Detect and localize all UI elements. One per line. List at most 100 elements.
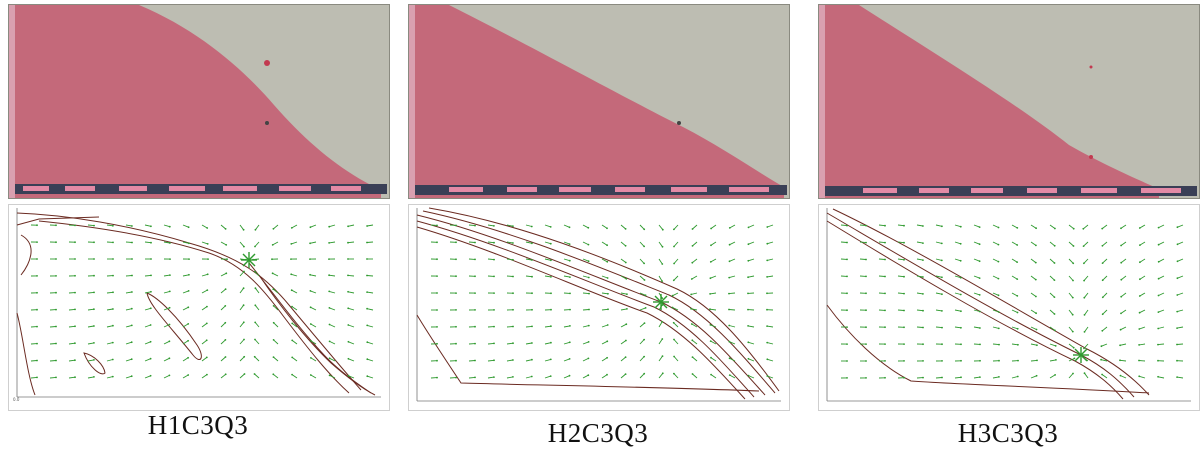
velocity-arrow	[106, 325, 113, 328]
velocity-arrow	[144, 307, 151, 311]
velocity-arrow-head	[224, 356, 227, 358]
velocity-arrow	[144, 358, 151, 362]
velocity-arrow-head	[568, 341, 571, 344]
velocity-arrow	[163, 324, 170, 328]
velocity-arrow	[163, 290, 170, 294]
velocity-arrow-head	[512, 292, 514, 295]
velocity-arrow-head	[691, 228, 694, 230]
velocity-arrow	[201, 323, 208, 328]
velocity-arrow-head	[93, 325, 95, 327]
velocity-arrow-head	[978, 294, 981, 296]
velocity-arrow	[620, 241, 626, 247]
velocity-arrow	[563, 224, 570, 228]
velocity-arrow	[692, 258, 698, 264]
velocity-arrow	[544, 258, 551, 261]
velocity-arrow	[506, 342, 514, 345]
velocity-arrow	[1158, 326, 1165, 329]
velocity-arrow-head	[493, 258, 495, 261]
velocity-arrow	[254, 373, 260, 379]
velocity-arrow-head	[550, 259, 552, 262]
velocity-arrow-head	[36, 308, 38, 311]
velocity-arrow-head	[747, 259, 750, 262]
velocity-arrow	[767, 241, 774, 245]
velocity-arrow	[897, 224, 905, 227]
velocity-arrow	[525, 342, 532, 345]
velocity-arrow-head	[922, 242, 924, 244]
velocity-arrow	[182, 357, 189, 362]
velocity-arrow-head	[569, 308, 571, 311]
velocity-arrow-head	[922, 225, 924, 227]
velocity-arrow	[255, 224, 260, 231]
velocity-arrow	[620, 373, 626, 379]
velocity-arrow	[658, 338, 663, 345]
velocity-arrow	[691, 275, 698, 280]
velocity-arrow-head	[366, 274, 368, 277]
velocity-arrow-head	[224, 321, 227, 324]
velocity-arrow	[563, 358, 570, 362]
velocity-arrow-head	[959, 225, 962, 228]
velocity-arrow-head	[846, 343, 848, 345]
velocity-arrow-head	[587, 341, 590, 343]
velocity-arrow-head	[1176, 327, 1178, 329]
velocity-arrow-head	[960, 310, 962, 313]
panel-h3c3q3: H3C3Q3	[818, 0, 1200, 449]
velocity-arrow-head	[531, 342, 533, 344]
velocity-arrow-head	[941, 310, 943, 312]
velocity-arrow-head	[328, 323, 331, 326]
velocity-arrow	[563, 375, 570, 379]
velocity-arrow-head	[643, 372, 646, 375]
velocity-arrow	[291, 323, 298, 328]
velocity-arrow	[329, 307, 336, 311]
velocity-arrow	[1177, 224, 1184, 228]
velocity-arrow	[487, 224, 494, 227]
velocity-arrow	[506, 224, 513, 227]
velocity-arrow-head	[569, 292, 571, 295]
velocity-arrow-head	[997, 226, 1000, 229]
velocity-arrow-head	[979, 376, 981, 378]
velocity-arrow-head	[112, 274, 114, 277]
velocity-arrow	[639, 356, 645, 362]
velocity-arrow-head	[1082, 227, 1085, 230]
velocity-arrow-head	[644, 307, 647, 309]
velocity-arrow	[582, 309, 590, 311]
velocity-arrow	[125, 224, 132, 227]
velocity-arrow	[935, 377, 943, 379]
velocity-arrow-head	[587, 374, 590, 377]
velocity-arrow	[1139, 224, 1146, 229]
velocity-arrow	[767, 224, 774, 228]
velocity-arrow	[658, 373, 664, 379]
velocity-arrow-head	[474, 309, 476, 311]
velocity-arrow-head	[960, 359, 962, 362]
velocity-arrow-head	[626, 308, 628, 310]
velocity-arrow-head	[643, 279, 646, 281]
velocity-arrow	[935, 275, 942, 278]
velocity-arrow	[1084, 372, 1089, 379]
velocity-arrow-head	[1120, 227, 1122, 230]
velocity-arrow-head	[884, 360, 886, 362]
velocity-arrow	[710, 340, 717, 345]
velocity-arrow	[1084, 326, 1089, 333]
velocity-arrow-head	[606, 277, 609, 279]
velocity-arrow-head	[271, 244, 274, 246]
dyed-sand-region	[819, 5, 1159, 198]
velocity-arrow-head	[884, 275, 886, 278]
velocity-arrow-head	[366, 341, 369, 344]
velocity-arrow-head	[691, 339, 694, 342]
velocity-arrow-head	[328, 290, 331, 293]
velocity-arrow-head	[568, 259, 571, 262]
velocity-arrow-head	[36, 291, 38, 294]
velocity-arrow	[992, 241, 999, 246]
velocity-arrow	[366, 241, 374, 243]
velocity-arrow-head	[1016, 244, 1019, 246]
velocity-arrow-head	[865, 292, 867, 295]
velocity-arrow	[710, 224, 717, 229]
velocity-arrow-head	[1101, 244, 1104, 247]
stagnation-point-icon	[241, 252, 257, 268]
velocity-arrow-head	[188, 273, 190, 276]
velocity-arrow-head	[436, 326, 438, 328]
velocity-arrow	[544, 375, 551, 379]
velocity-arrow-head	[1053, 313, 1056, 315]
velocity-arrow	[348, 291, 355, 294]
velocity-arrow	[348, 375, 355, 379]
velocity-arrow	[329, 357, 336, 362]
